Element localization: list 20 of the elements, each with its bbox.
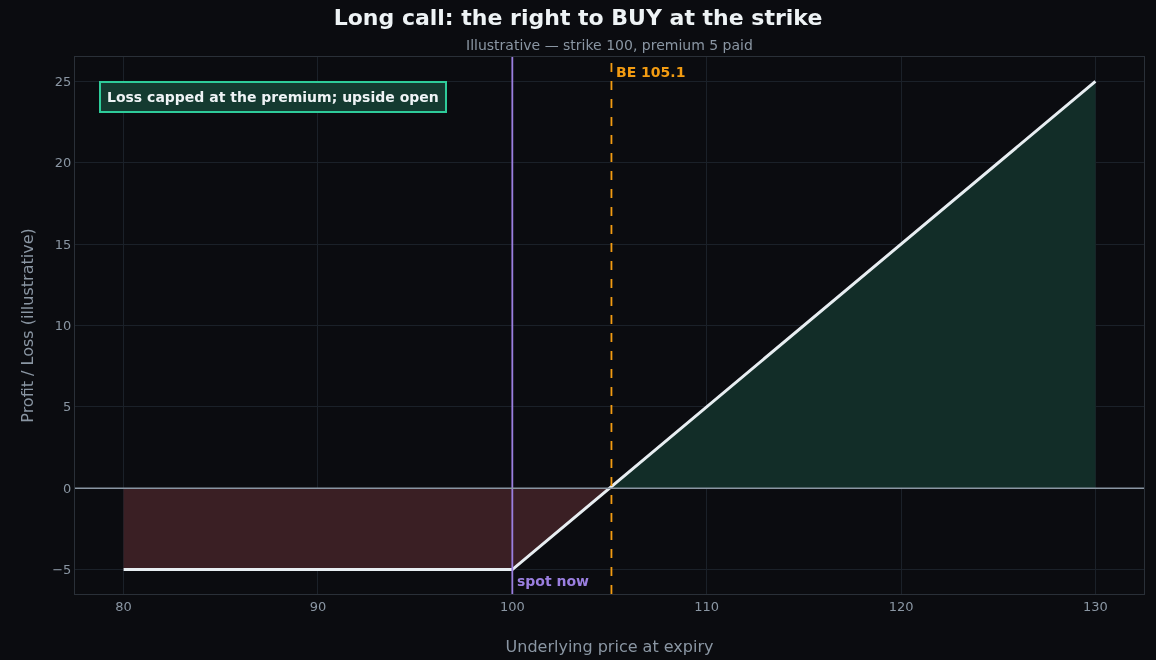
y-tick-label: 25 [54, 73, 72, 89]
x-tick-label: 120 [888, 598, 914, 614]
y-tick-label: 0 [63, 480, 72, 496]
chart-title: Long call: the right to BUY at the strike [333, 5, 823, 31]
annotation: Loss capped at the premium; upside open [107, 89, 439, 105]
x-tick-label: 110 [694, 598, 720, 614]
y-tick-label: 15 [54, 236, 72, 252]
x-tick-label: 130 [1083, 598, 1108, 614]
y-tick-label: 20 [54, 155, 72, 171]
y-tick-label: 10 [54, 318, 72, 334]
y-tick-label: −5 [52, 562, 72, 578]
ref-line-label: BE 105.1 [616, 64, 686, 80]
y-tick-label: 5 [63, 399, 72, 415]
x-tick-label: 80 [115, 598, 132, 614]
x-tick-label: 90 [309, 598, 327, 614]
x-tick-label: 100 [499, 598, 525, 614]
y-axis-title: Profit / Loss (illustrative) [18, 228, 37, 423]
x-axis-title: Underlying price at expiry [505, 637, 714, 656]
chart-subtitle: Illustrative — strike 100, premium 5 paid [466, 37, 753, 53]
ref-line-label: spot now [517, 573, 590, 589]
